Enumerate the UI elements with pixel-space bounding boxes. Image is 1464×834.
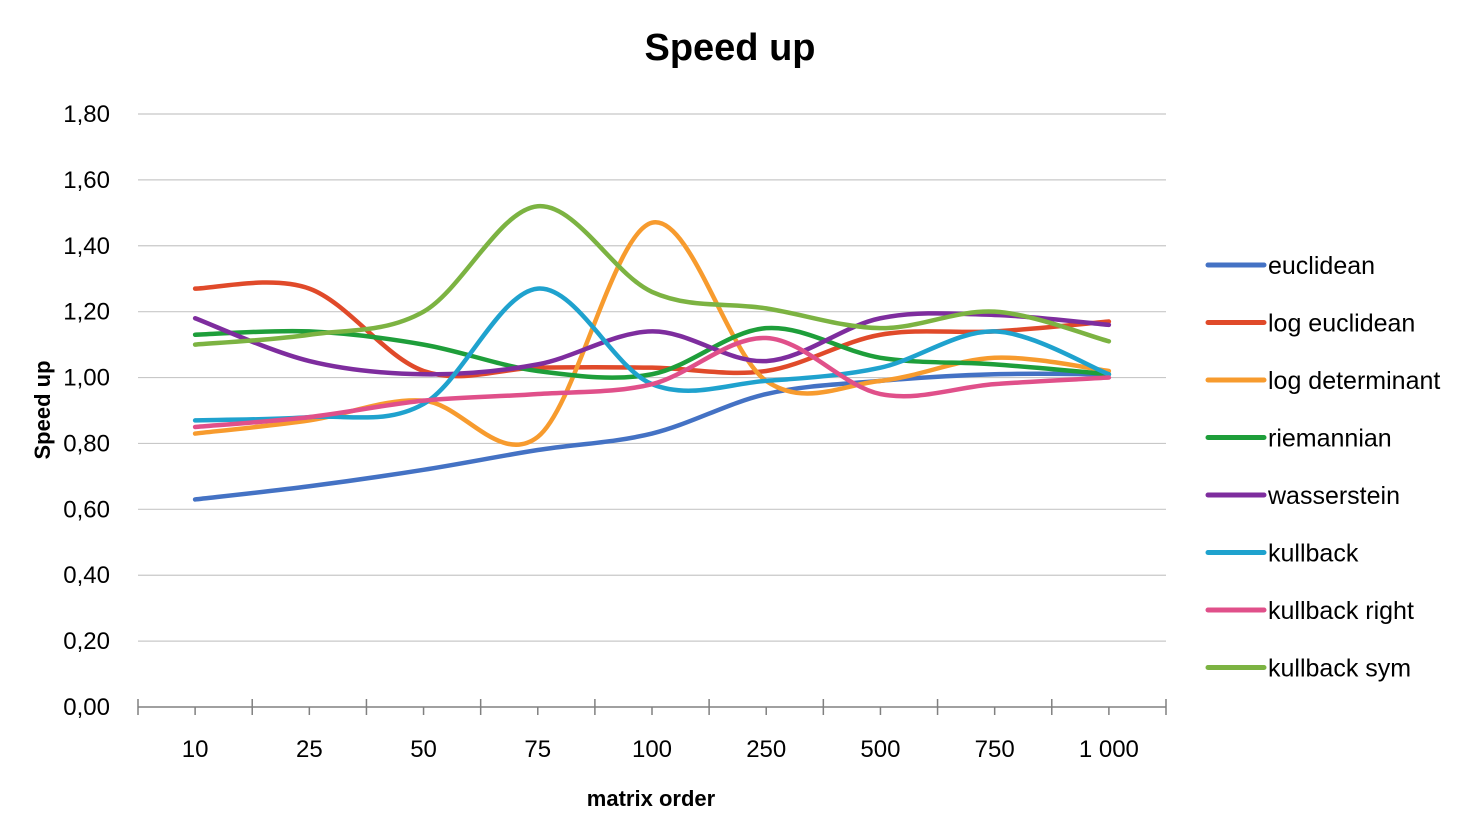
series-line-log-euclidean: [192, 280, 1112, 379]
y-axis-title: Speed up: [30, 360, 55, 459]
x-tick-label: 1 000: [1079, 736, 1139, 763]
x-tick-label: 500: [860, 736, 900, 763]
y-tick-label: 1,00: [63, 365, 110, 392]
chart-title: Speed up: [644, 27, 815, 69]
legend-label-log-determinant: log determinant: [1268, 367, 1440, 395]
gridlines: [138, 113, 1166, 642]
x-tick-label: 750: [975, 736, 1015, 763]
x-tick-label: 100: [632, 736, 672, 763]
y-tick-label: 1,60: [63, 167, 110, 194]
series-lines: [192, 203, 1112, 502]
legend-label-wasserstein: wasserstein: [1267, 482, 1400, 510]
legend-label-kullback-sym: kullback sym: [1268, 655, 1411, 683]
legend-label-riemannian: riemannian: [1268, 425, 1392, 453]
legend-label-euclidean: euclidean: [1268, 252, 1375, 280]
x-tick-label: 250: [746, 736, 786, 763]
x-tick-label: 75: [524, 736, 551, 763]
y-tick-label: 0,00: [63, 694, 110, 721]
y-tick-label: 0,20: [63, 628, 110, 655]
y-tick-label: 0,60: [63, 496, 110, 523]
x-axis-title: matrix order: [587, 786, 716, 811]
x-tick-label: 10: [182, 736, 209, 763]
series-line-kullback-right: [192, 335, 1112, 430]
y-tick-label: 1,40: [63, 233, 110, 260]
y-tick-label: 0,80: [63, 430, 110, 457]
y-tick-label: 0,40: [63, 562, 110, 589]
legend-label-kullback: kullback: [1268, 540, 1359, 568]
y-tick-label: 1,20: [63, 299, 110, 326]
series-line-kullback: [192, 286, 1112, 423]
y-tick-label: 1,80: [63, 101, 110, 128]
legend: euclidean log euclidean log determinant rie…: [1205, 252, 1440, 683]
series-line-riemannian: [192, 325, 1112, 380]
legend-label-log-euclidean: log euclidean: [1268, 310, 1415, 338]
x-tick-label: 50: [410, 736, 437, 763]
x-tick-label: 25: [296, 736, 323, 763]
y-axis-ticks: 0,00 0,20 0,40 0,60 0,80 1,00 1,20 1,40 1,60 1,80: [63, 101, 110, 721]
series-line-kullback-sym: [192, 203, 1112, 347]
series-line-euclidean: [192, 371, 1112, 502]
legend-label-kullback-right: kullback right: [1268, 597, 1414, 625]
x-axis: 10 25 50 75 100 250 500 750 1 000: [137, 699, 1167, 763]
